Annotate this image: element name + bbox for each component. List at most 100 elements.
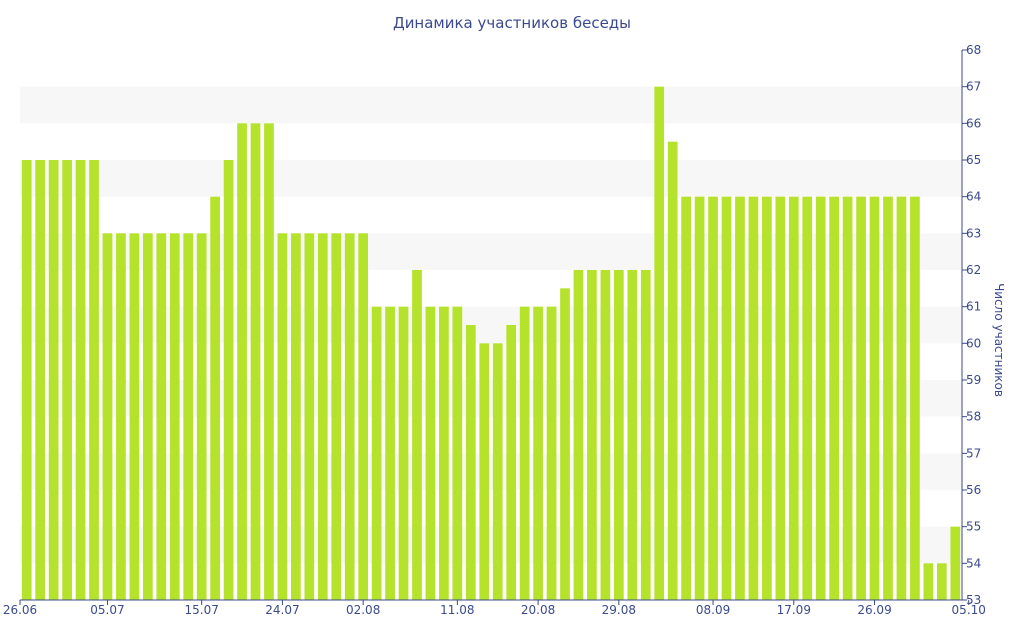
bar [936,563,947,600]
chart-title: Динамика участников беседы [393,14,631,32]
bar [910,196,920,601]
bar [264,123,274,600]
bar [856,196,866,601]
bar [102,233,113,600]
bar [694,196,705,601]
bar [573,270,584,600]
x-tick-label: 26.06 [3,603,37,617]
bar [479,343,490,600]
x-tick-label: 05.10 [952,603,986,617]
bar [560,288,570,600]
bar [358,233,368,600]
bar [802,196,813,601]
bar [412,270,422,600]
bar [250,123,261,600]
bar [425,306,436,600]
bar [640,270,651,600]
x-tick-label: 24.07 [265,603,299,617]
bar [143,233,153,600]
y-tick-label: 59 [966,373,981,387]
x-tick-label: 08.09 [696,603,730,617]
y-tick-label: 56 [966,483,981,497]
x-tick-label: 05.07 [90,603,124,617]
bar [869,196,880,601]
bar [277,233,288,600]
bar [237,123,247,600]
x-tick-label: 26.09 [857,603,891,617]
bar [681,196,691,601]
y-tick-label: 57 [966,446,981,460]
bar [196,233,207,600]
bar [506,325,517,600]
bar [896,196,907,601]
bar [75,160,86,600]
bar [291,233,301,600]
x-tick-label: 15.07 [184,603,218,617]
bar [210,196,220,601]
bar [923,563,934,600]
bar [48,160,59,600]
bar [748,196,759,601]
y-tick-label: 54 [966,556,981,570]
y-axis: 53 54 55 56 57 58 59 60 61 62 63 64 65 66 67 68 [961,43,981,607]
bar [708,196,718,601]
bar [614,270,624,600]
bar [735,196,745,601]
bar [842,196,853,601]
bar [587,270,597,600]
grid-band [20,160,962,197]
bar [398,306,409,600]
bar [546,306,557,600]
bar [183,233,194,600]
grid-band [20,86,962,124]
bar [439,306,449,600]
bar [35,160,46,600]
y-tick-label: 63 [966,226,981,240]
bar [344,233,355,600]
bar [129,233,140,600]
x-tick-label: 20.08 [521,603,555,617]
bar [775,196,786,601]
y-tick-label: 55 [966,520,981,534]
y-tick-label: 68 [966,43,981,57]
bar [223,160,234,600]
bar [721,196,732,601]
bar [815,196,826,601]
bar [452,306,463,600]
bar [21,160,32,600]
y-tick-label: 61 [966,300,981,314]
x-axis: 26.06 05.07 15.07 24.07 02.08 11.08 20.08 29.08… [3,599,986,617]
bar [829,196,839,601]
bar [627,270,638,600]
bar [654,86,665,601]
bar [116,233,126,600]
bar [169,233,180,600]
y-tick-label: 58 [966,410,981,424]
bar [385,306,395,600]
bar [667,141,678,601]
bar [883,196,893,601]
y-axis-label: Число участников [992,283,1006,397]
y-tick-label: 66 [966,116,981,130]
bar [492,343,503,600]
bar [156,233,167,600]
bar [304,233,315,600]
bar [788,196,799,601]
bar [89,160,99,600]
bar [600,270,611,600]
y-tick-label: 67 [966,80,981,94]
bar [533,306,543,600]
bar [62,160,72,600]
x-tick-label: 02.08 [346,603,380,617]
bar [762,196,772,601]
y-tick-label: 65 [966,153,981,167]
bar [331,233,342,600]
x-tick-label: 11.08 [440,603,474,617]
y-tick-label: 53 [966,593,981,607]
bar [519,306,530,600]
bar [465,325,476,600]
bar [317,233,328,600]
bar [371,306,382,600]
bar-series [21,86,961,601]
